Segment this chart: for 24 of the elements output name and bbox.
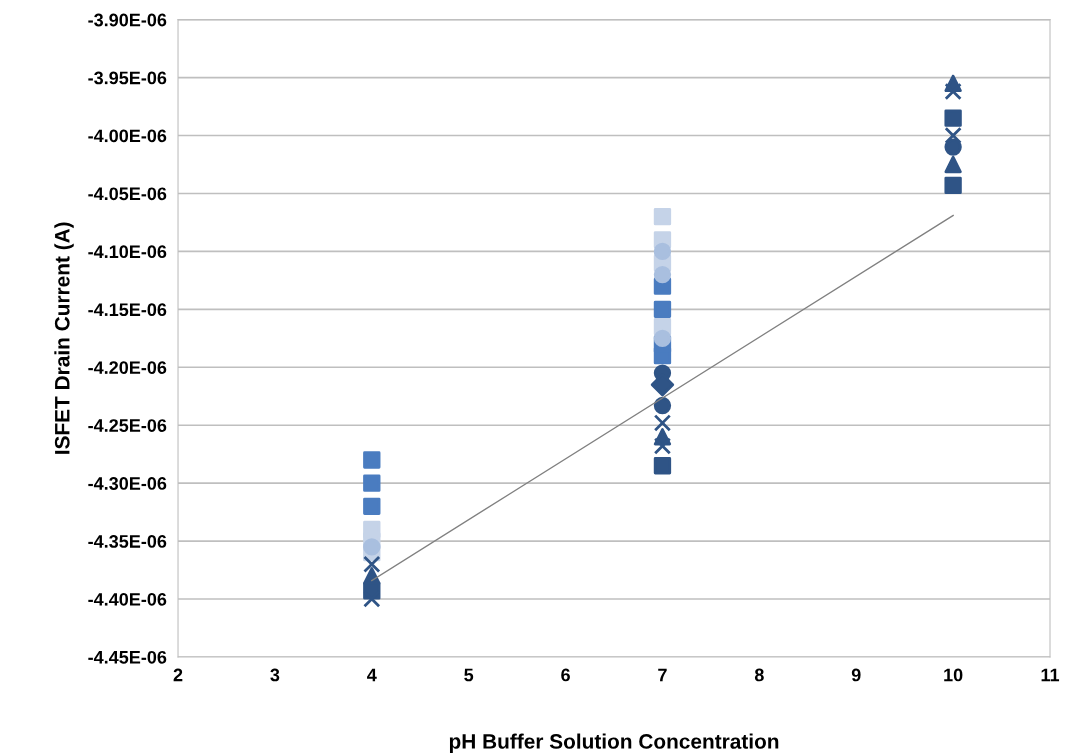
y-tick-label: -4.35E-06 xyxy=(88,535,167,548)
x-tick-label: 2 xyxy=(173,668,183,682)
y-axis-title: ISFET Drain Current (A) xyxy=(54,222,74,454)
x-tick-label: 3 xyxy=(270,668,280,682)
y-tick-label: -4.45E-06 xyxy=(88,650,167,664)
x-tick-label: 6 xyxy=(561,668,570,682)
y-tick-label: -3.95E-06 xyxy=(88,71,167,85)
x-tick-label: 5 xyxy=(464,668,474,682)
y-tick-label: -4.10E-06 xyxy=(88,245,167,259)
y-tick-label: -4.15E-06 xyxy=(88,303,167,317)
x-tick-label: 11 xyxy=(1041,668,1060,682)
y-tick-label: -4.40E-06 xyxy=(88,592,167,606)
y-tick-label: -3.90E-06 xyxy=(88,13,167,27)
x-tick-label: 8 xyxy=(754,668,764,682)
x-tick-label: 10 xyxy=(944,668,963,682)
y-tick-label: -4.25E-06 xyxy=(88,419,167,432)
y-tick-label: -4.05E-06 xyxy=(88,187,167,201)
x-tick-label: 7 xyxy=(658,668,667,682)
x-tick-label: 4 xyxy=(367,668,377,682)
x-tick-label: 9 xyxy=(851,668,861,682)
y-tick-label: -4.20E-06 xyxy=(88,361,167,374)
y-tick-label: -4.00E-06 xyxy=(88,129,167,143)
x-axis-title: pH Buffer Solution Concentration xyxy=(449,733,779,753)
y-tick-label: -4.30E-06 xyxy=(88,477,167,490)
